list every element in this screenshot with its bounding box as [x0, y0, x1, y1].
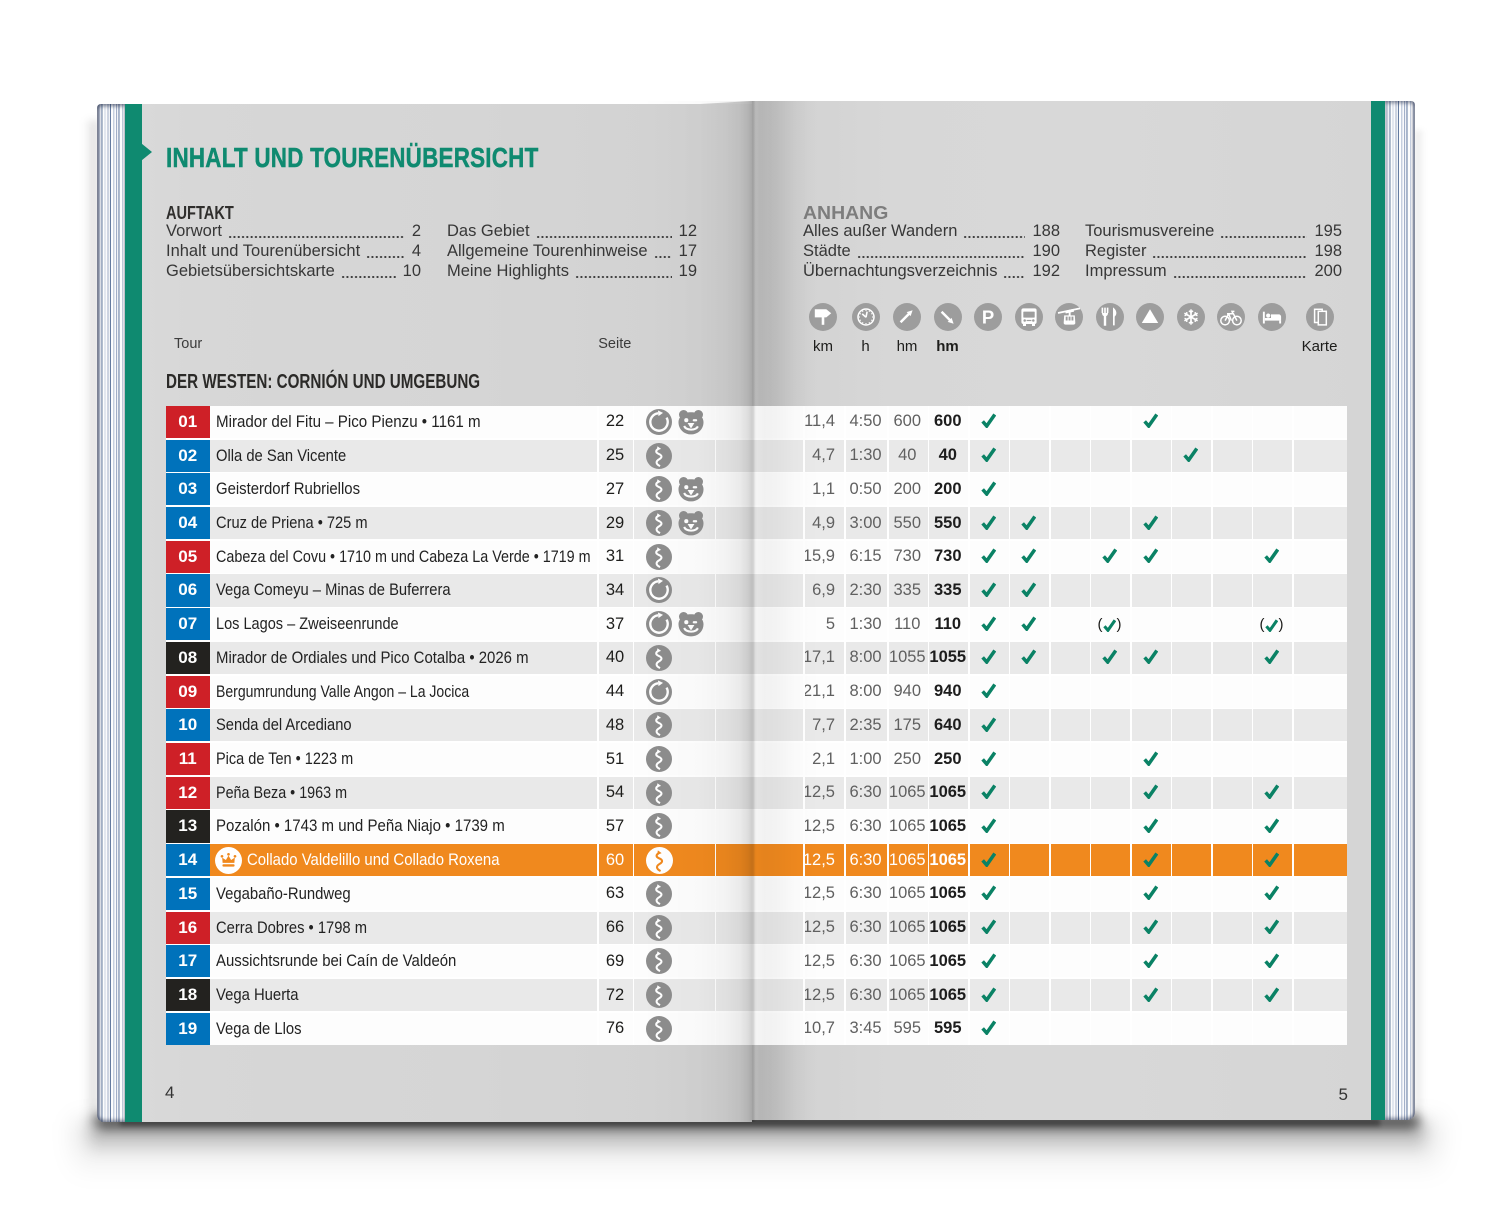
svg-text:P: P [982, 306, 994, 327]
